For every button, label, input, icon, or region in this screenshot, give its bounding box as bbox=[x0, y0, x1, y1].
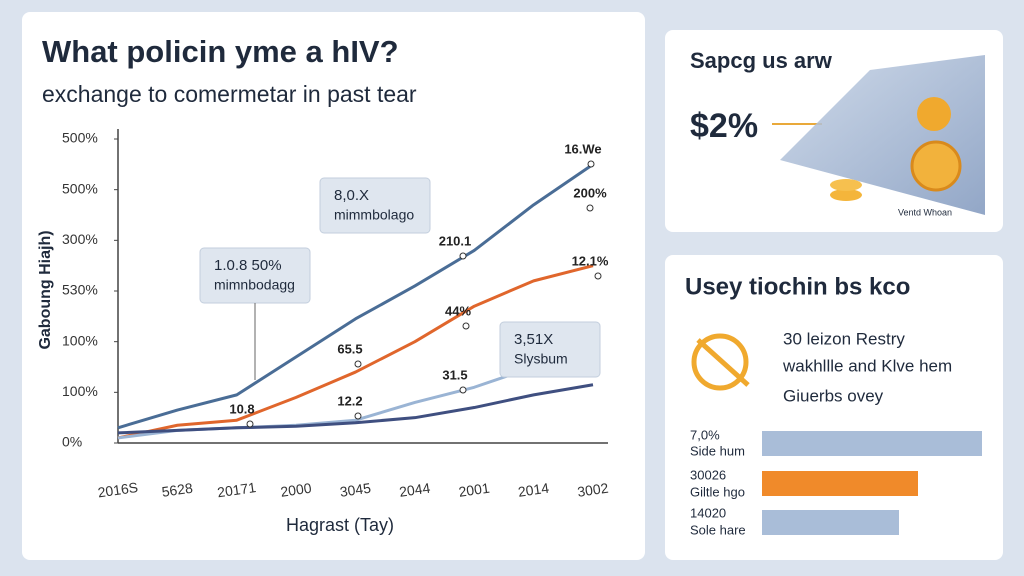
item-bar bbox=[762, 431, 982, 456]
annotation: 12.1% bbox=[572, 253, 609, 268]
y-tick-label: 500% bbox=[62, 130, 98, 146]
callout-text: mimmbolago bbox=[334, 207, 414, 223]
x-tick-label: 2001 bbox=[458, 480, 491, 500]
series-line bbox=[117, 163, 594, 430]
y-tick-label: 0% bbox=[62, 434, 82, 450]
callout-text: mimnbodagg bbox=[214, 277, 295, 293]
icon bbox=[691, 333, 749, 391]
x-axis-label: Hagrast (Tay) bbox=[286, 515, 394, 535]
annotation: 10.8 bbox=[229, 401, 254, 416]
annotation-dot bbox=[459, 386, 467, 394]
x-tick-label: 2044 bbox=[398, 480, 431, 500]
bottom-title: Usey tiochin bs kco bbox=[685, 273, 910, 300]
x-tick-label: 5628 bbox=[161, 480, 194, 500]
y-tick-label: 100% bbox=[62, 332, 98, 348]
annotation-dot bbox=[354, 412, 362, 420]
annotation-dot bbox=[587, 160, 595, 168]
item-label: Side hum bbox=[690, 443, 745, 458]
coin-stack bbox=[830, 189, 862, 201]
annotation: 65.5 bbox=[337, 341, 362, 356]
x-tick-label: 2016S bbox=[97, 479, 139, 500]
item-value: 7,0% bbox=[690, 427, 720, 442]
y-tick-label: 100% bbox=[62, 383, 98, 399]
bottom-line: Giuerbs ovey bbox=[783, 386, 884, 405]
bottom-panel bbox=[665, 255, 1003, 560]
callout-value: 1.0.8 50% bbox=[214, 257, 282, 274]
callout-value: 8,0.X bbox=[334, 187, 369, 204]
icon bbox=[696, 338, 750, 387]
item-label: Sole hare bbox=[690, 522, 746, 537]
item-label: Giltle hgo bbox=[690, 484, 745, 499]
annotation: 200% bbox=[573, 185, 607, 200]
annotation-dot bbox=[586, 204, 594, 212]
annotation-dot bbox=[462, 322, 470, 330]
item-bar bbox=[762, 510, 899, 535]
top-value: $2% bbox=[690, 107, 758, 145]
annotation: 44% bbox=[445, 303, 471, 318]
callout-box bbox=[319, 177, 431, 234]
bottom-line: wakhllle and Klve hem bbox=[782, 356, 952, 375]
callout-text: Slysbum bbox=[514, 351, 568, 367]
annotation: 31.5 bbox=[442, 367, 467, 382]
top-caption: Ventd Whoan bbox=[898, 207, 952, 217]
callout-value: 3,51X bbox=[514, 331, 553, 348]
annotation-dot bbox=[354, 360, 362, 368]
series-line bbox=[117, 383, 594, 435]
coin bbox=[910, 140, 962, 192]
y-tick-label: 530% bbox=[62, 282, 98, 298]
bottom-line: 30 leizon Restry bbox=[783, 329, 905, 348]
x-tick-label: 2014 bbox=[517, 480, 550, 500]
annotation: 210.1 bbox=[439, 233, 472, 248]
annotation: 16.We bbox=[564, 141, 601, 156]
coin-stack bbox=[830, 179, 862, 191]
item-bar bbox=[762, 471, 918, 496]
annotation-dot bbox=[459, 252, 467, 260]
annotation-dot bbox=[594, 272, 602, 280]
coin bbox=[917, 97, 951, 131]
series-line bbox=[117, 264, 594, 440]
x-tick-label: 20171 bbox=[216, 479, 257, 500]
callout-box bbox=[499, 321, 601, 378]
y-axis-label: Gaboung Hiajh) bbox=[37, 230, 54, 349]
x-tick-label: 3045 bbox=[339, 480, 372, 500]
chart-subtitle: exchange to comermetar in past tear bbox=[42, 81, 417, 107]
chart-title: What policin yme a hIV? bbox=[42, 34, 399, 69]
y-tick-label: 500% bbox=[62, 180, 98, 196]
x-tick-label: 3002 bbox=[576, 480, 609, 500]
item-value: 14020 bbox=[690, 505, 726, 520]
main-panel bbox=[22, 12, 645, 560]
top-title: Sapcg us arw bbox=[690, 48, 833, 73]
annotation-dot bbox=[246, 420, 254, 428]
y-tick-label: 300% bbox=[62, 231, 98, 247]
item-value: 30026 bbox=[690, 467, 726, 482]
annotation: 12.2 bbox=[337, 393, 362, 408]
x-tick-label: 2000 bbox=[279, 480, 312, 500]
